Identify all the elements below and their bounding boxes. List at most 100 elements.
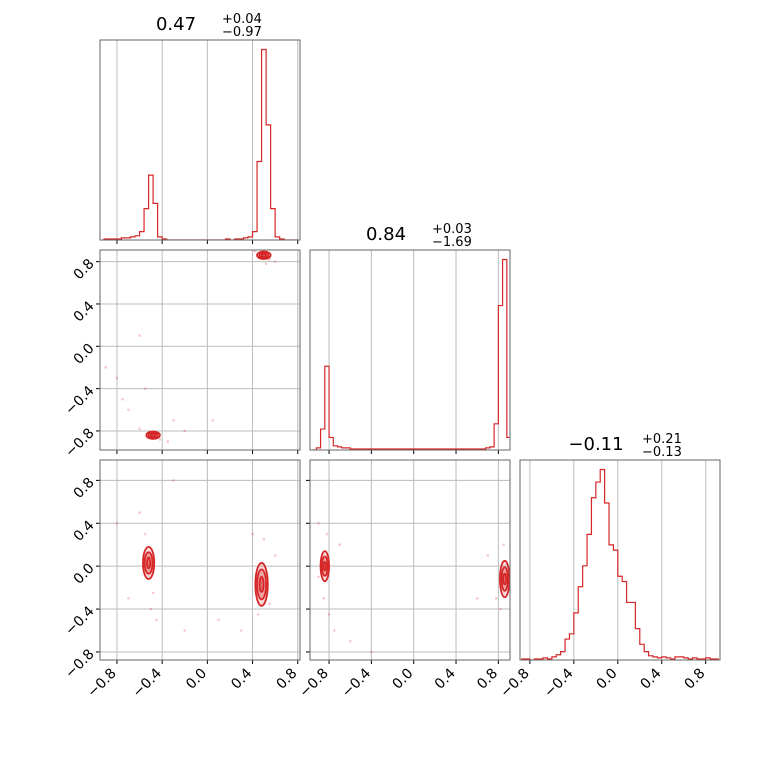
panel-title: 0.47 (156, 14, 196, 35)
sample-point (183, 629, 187, 632)
title-value: −0.11 (568, 434, 623, 455)
panel-frame (309, 459, 511, 661)
sample-point (499, 607, 502, 611)
y-tick-label: 0.4 (71, 518, 98, 545)
y-tick-label: −0.8 (62, 425, 97, 460)
sample-point (143, 387, 147, 390)
sample-point (475, 597, 479, 600)
contour (149, 433, 157, 438)
sample-point (158, 438, 162, 441)
title-minus: −1.69 (432, 235, 472, 250)
panel (103, 40, 299, 240)
contour (502, 572, 508, 586)
x-tick-label: −0.4 (339, 665, 374, 700)
sample-point (273, 554, 277, 557)
sample-point (268, 602, 271, 605)
x-tick-label: 0.8 (681, 666, 708, 693)
sample-point (256, 613, 260, 616)
sample-point (115, 376, 119, 380)
panel (100, 250, 300, 450)
sample-point (327, 613, 331, 616)
title-value: 0.84 (366, 224, 406, 245)
sample-point (317, 575, 320, 579)
sample-point (217, 618, 220, 622)
sample-point (172, 419, 175, 422)
sample-point (126, 597, 130, 600)
sample-point (121, 397, 124, 401)
y-tick-label: 0.4 (71, 298, 98, 325)
sample-point (322, 597, 326, 600)
sample-point (502, 543, 505, 547)
x-tick-label: 0.0 (594, 666, 621, 693)
panel-frame (99, 459, 301, 661)
sample-point (264, 262, 268, 266)
sample-point (151, 591, 155, 595)
contour (258, 575, 265, 593)
panel-frame (309, 249, 511, 451)
sample-point (172, 479, 175, 482)
title-plus: +0.04 (222, 12, 262, 27)
sample-point (138, 334, 141, 338)
panel-title: −0.11 (568, 434, 623, 455)
contour (322, 560, 327, 572)
x-tick-label: 0.4 (432, 665, 459, 692)
panel (310, 460, 510, 660)
y-tick-label: −0.4 (62, 603, 97, 638)
sample-point (348, 639, 352, 643)
sample-point (126, 408, 130, 412)
contour (320, 555, 329, 577)
title-value: 0.47 (156, 14, 196, 35)
sample-point (138, 427, 141, 431)
panel-title: 0.84 (366, 224, 406, 245)
panel (312, 250, 510, 450)
contour (500, 566, 509, 592)
panel-frame (99, 39, 301, 241)
sample-point (155, 618, 158, 622)
sample-point (268, 258, 271, 261)
sample-point (138, 511, 141, 514)
sample-point (338, 543, 341, 547)
x-tick-label: 0.0 (389, 666, 416, 693)
contour (145, 556, 152, 570)
y-tick-label: −0.4 (62, 383, 97, 418)
y-tick-label: 0.0 (71, 341, 98, 368)
sample-point (333, 629, 336, 632)
histogram (103, 48, 298, 240)
x-tick-label: 0.4 (228, 665, 255, 692)
contour (143, 551, 154, 575)
sample-point (211, 419, 215, 422)
histogram (312, 258, 510, 450)
sample-point (253, 250, 257, 253)
sample-point (239, 629, 243, 632)
sample-point (115, 521, 119, 525)
sample-point (183, 429, 187, 433)
sample-point (486, 554, 490, 557)
y-tick-label: 0.8 (71, 475, 98, 502)
x-tick-label: 0.0 (183, 666, 210, 693)
y-tick-label: 0.0 (71, 561, 98, 588)
sample-point (262, 538, 266, 541)
panel (521, 460, 719, 660)
histogram (521, 468, 719, 660)
contour (256, 568, 268, 601)
x-tick-label: −0.8 (84, 666, 119, 701)
x-tick-label: −0.8 (497, 666, 532, 701)
x-tick-label: 0.4 (638, 665, 665, 692)
title-minus: −0.97 (222, 25, 262, 40)
sample-point (104, 366, 107, 369)
panel-frame (519, 459, 721, 661)
sample-point (273, 260, 277, 263)
sample-point (325, 532, 329, 536)
sample-point (143, 532, 147, 536)
title-plus: +0.03 (432, 222, 472, 237)
sample-point (149, 607, 153, 611)
sample-point (370, 650, 373, 654)
title-minus: −0.13 (642, 445, 682, 460)
y-tick-label: 0.8 (71, 256, 98, 283)
panel-frame (99, 249, 301, 451)
panel (100, 460, 300, 660)
x-tick-label: −0.4 (130, 665, 165, 700)
x-tick-label: −0.4 (541, 665, 576, 700)
contour (260, 253, 268, 258)
